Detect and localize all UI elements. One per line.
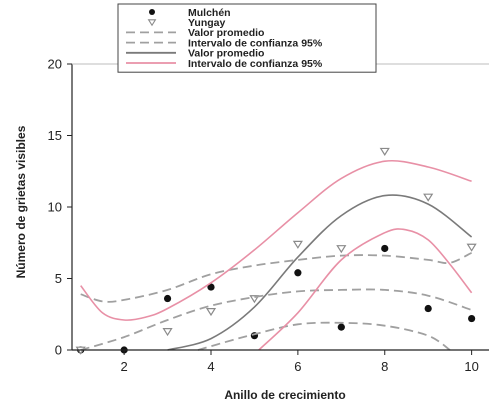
x-tick-label: 8 [381, 359, 388, 374]
data-point [468, 314, 476, 323]
ticks-layer: 2 4 6 8 10 0 5 10 15 20 [48, 57, 479, 375]
y-tick-label: 15 [48, 128, 62, 143]
legend-label: Intervalo de confianza 95% [188, 37, 323, 49]
data-point [379, 147, 390, 156]
series-intervalo-de-confianza-95-3 [80, 251, 472, 351]
data-point [207, 283, 215, 291]
series-line [197, 321, 451, 351]
series-line [80, 159, 472, 321]
series-line [258, 228, 473, 351]
legend-item: Yungay [147, 17, 226, 29]
y-tick-label: 10 [48, 200, 62, 215]
data-point [424, 304, 432, 313]
legend-label: Yungay [188, 17, 226, 29]
legend-label: Valor promedio [188, 27, 264, 39]
x-axis-title: Anillo de crecimiento [224, 388, 345, 402]
y-tick-label: 0 [55, 343, 62, 358]
data-point [336, 245, 347, 254]
x-tick-label: 2 [121, 359, 128, 374]
legend-item: Mulchén [149, 7, 231, 19]
data-point [466, 243, 477, 252]
x-tick-label: 4 [207, 359, 214, 374]
series-valor-promedio-4 [167, 194, 473, 351]
series-line [80, 251, 472, 303]
series-layer [75, 147, 477, 355]
data-point [294, 269, 302, 277]
legend-box [117, 3, 377, 73]
legend-item: Valor promedio [126, 27, 264, 39]
series-intervalo-de-confianza-95-5 [80, 159, 473, 351]
legend-item: Valor promedio [126, 48, 264, 60]
x-tick-label: 6 [294, 359, 301, 374]
x-tick-label: 10 [464, 359, 478, 374]
data-point [292, 240, 303, 249]
data-point [163, 294, 172, 303]
y-axis-title: Número de grietas visibles [14, 125, 28, 278]
legend-label: Mulchén [188, 7, 231, 19]
legend-marker [149, 9, 155, 15]
y-tick-label: 20 [48, 57, 62, 72]
y-tick-label: 5 [55, 271, 62, 286]
series-mulchen-0 [77, 244, 476, 354]
series-line [80, 288, 472, 351]
data-point [162, 328, 173, 337]
data-point [381, 244, 389, 253]
data-point [423, 193, 434, 202]
series-line [167, 194, 473, 351]
data-point [205, 307, 217, 317]
legend-item: Intervalo de confianza 95% [126, 58, 323, 70]
legend-item: Intervalo de confianza 95% [126, 37, 323, 49]
series-valor-promedio-2 [80, 288, 472, 351]
series-yungay-1 [75, 147, 477, 355]
data-point [337, 323, 345, 331]
legend-label: Valor promedio [188, 48, 264, 60]
legend-marker [147, 19, 157, 27]
legend-label: Intervalo de confianza 95% [188, 58, 323, 70]
